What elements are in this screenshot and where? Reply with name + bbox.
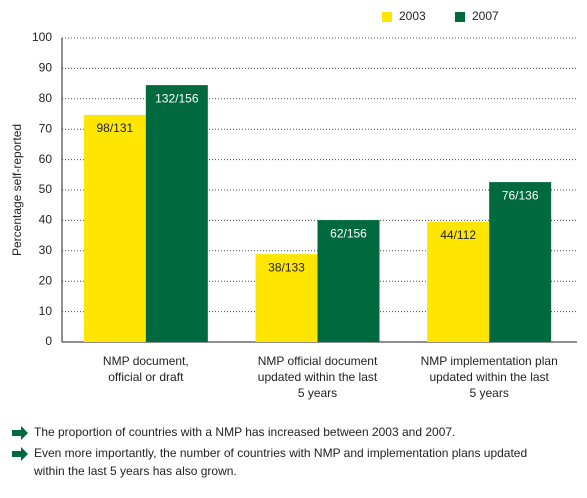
note-arrow <box>12 447 28 461</box>
bar-label: 132/156 <box>155 91 199 105</box>
y-tick-label: 100 <box>32 30 52 44</box>
legend-label: 2003 <box>399 9 426 23</box>
x-tick-label: updated within the last <box>258 370 378 384</box>
legend-label: 2007 <box>472 9 499 23</box>
bar <box>145 85 208 343</box>
y-tick-label: 50 <box>39 182 53 196</box>
note-text: within the last 5 years has also grown. <box>33 464 237 478</box>
y-tick-label: 20 <box>39 273 53 287</box>
y-tick-label: 30 <box>39 243 53 257</box>
bar <box>83 114 146 342</box>
y-tick-label: 60 <box>39 152 53 166</box>
bar <box>489 182 552 342</box>
note-text: The proportion of countries with a NMP h… <box>34 425 455 439</box>
bar-label: 44/112 <box>440 228 476 242</box>
x-tick-label: NMP implementation plan <box>421 354 558 368</box>
bar <box>317 220 380 342</box>
note-arrow <box>12 426 28 440</box>
bar <box>427 221 490 342</box>
x-tick-label: 5 years <box>469 386 508 400</box>
bar-label: 98/131 <box>96 121 133 135</box>
y-tick-label: 90 <box>39 61 53 75</box>
x-tick-label: official or draft <box>108 370 184 384</box>
x-tick-label: NMP official document <box>258 354 378 368</box>
y-tick-label: 70 <box>39 121 53 135</box>
legend-swatch <box>382 12 392 22</box>
y-tick-label: 80 <box>39 91 53 105</box>
note-text: Even more importantly, the number of cou… <box>34 446 527 460</box>
x-tick-label: NMP document, <box>103 354 189 368</box>
x-tick-label: updated within the last <box>429 370 549 384</box>
bar <box>255 254 318 342</box>
y-tick-label: 0 <box>45 334 52 348</box>
bar-label: 76/136 <box>502 188 539 202</box>
bar-label: 62/156 <box>330 226 367 240</box>
y-tick-label: 10 <box>39 304 53 318</box>
bar-label: 38/133 <box>268 260 305 274</box>
y-tick-label: 40 <box>39 213 53 227</box>
x-tick-label: 5 years <box>298 386 337 400</box>
y-axis-label: Percentage self-reported <box>10 124 24 256</box>
legend-swatch <box>455 12 465 22</box>
